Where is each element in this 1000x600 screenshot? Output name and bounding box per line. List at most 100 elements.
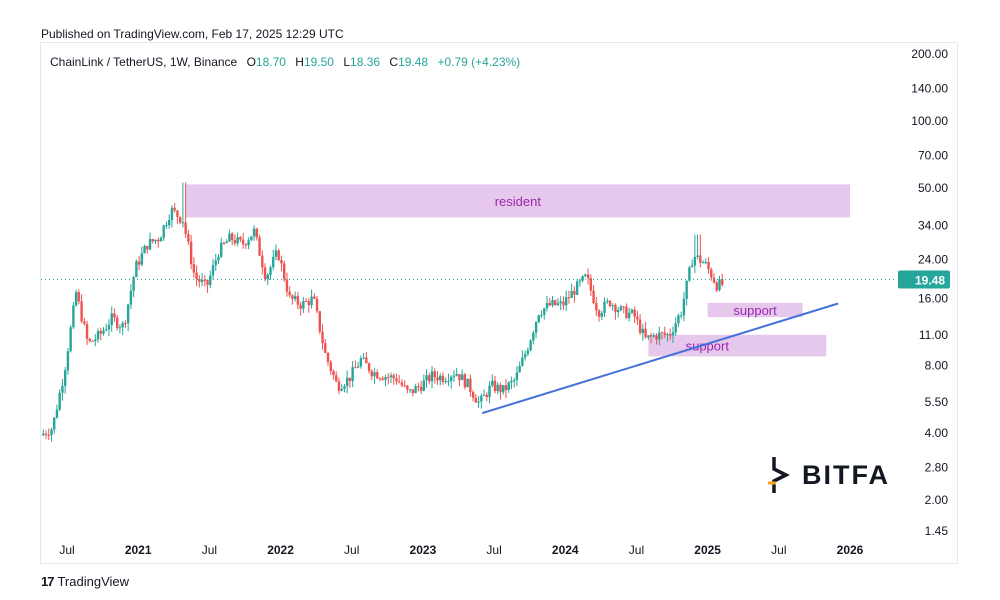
y-tick-label: 5.50 <box>925 395 949 409</box>
candle-body <box>299 304 302 309</box>
candle <box>660 331 664 340</box>
candle <box>247 237 250 250</box>
candle-body <box>392 375 395 379</box>
candle <box>701 260 705 264</box>
candle-body <box>115 317 119 328</box>
candle-body <box>452 375 456 377</box>
candle <box>110 306 113 332</box>
candle-body <box>348 377 352 382</box>
candle-body <box>285 279 289 292</box>
candle-body <box>230 233 234 241</box>
candle <box>50 427 53 442</box>
candle-body <box>132 277 135 291</box>
x-tick-label: 2025 <box>694 543 721 557</box>
candle <box>178 216 182 225</box>
candle-body <box>573 290 576 295</box>
candle <box>233 234 237 246</box>
candle <box>80 294 83 324</box>
zone-label-0: resident <box>495 194 542 209</box>
candles-layer <box>42 182 724 442</box>
candle <box>707 256 710 274</box>
candle <box>282 260 286 282</box>
candle <box>641 324 645 341</box>
candle <box>510 376 513 390</box>
zone-label-2: support <box>686 339 730 354</box>
candle-body <box>570 290 573 298</box>
candle <box>630 308 634 315</box>
candle <box>362 352 365 360</box>
candle-body <box>499 384 502 393</box>
candle-body <box>178 216 182 223</box>
candle-body <box>496 384 499 392</box>
candle-body <box>203 279 207 281</box>
candle <box>614 303 617 320</box>
candle <box>206 279 209 293</box>
candle <box>502 385 505 395</box>
candle-body <box>137 261 141 265</box>
close-label: C <box>389 55 399 69</box>
candle-body <box>523 354 527 358</box>
bitfa-logo-icon <box>768 457 790 493</box>
candle <box>477 396 480 409</box>
candle <box>685 280 688 306</box>
candle <box>430 366 434 389</box>
tradingview-logo[interactable]: 17 TradingView <box>41 574 129 589</box>
candle <box>296 291 300 310</box>
candle-body <box>250 236 253 241</box>
candle <box>135 259 138 278</box>
candle-body <box>554 300 557 305</box>
candle-body <box>543 308 546 315</box>
candle-body <box>638 319 642 333</box>
candle-body <box>214 260 217 266</box>
candle <box>88 337 92 343</box>
candle <box>351 360 354 388</box>
candle-body <box>263 267 267 280</box>
candle <box>666 332 669 342</box>
candle-body <box>272 256 275 268</box>
candle-body <box>485 394 488 398</box>
candle <box>471 390 475 402</box>
candle <box>606 298 609 304</box>
y-axis: 200.00 140.00 100.00 70.00 50.00 34.00 24.00 16… <box>898 47 950 538</box>
candle-body <box>469 378 472 392</box>
candle <box>491 374 494 388</box>
candle-body <box>107 325 111 330</box>
candle-body <box>696 255 699 257</box>
candle <box>548 298 551 307</box>
candle-body <box>44 433 48 435</box>
candle <box>332 369 335 380</box>
candle-body <box>343 386 346 389</box>
candle-body <box>99 331 102 334</box>
candle <box>44 430 48 439</box>
candle-body <box>354 367 357 369</box>
candle <box>441 372 445 385</box>
candle-body <box>258 237 261 256</box>
y-tick-label: 11.00 <box>919 328 948 342</box>
candle <box>288 286 291 298</box>
candle-body <box>135 261 138 278</box>
candle <box>162 224 165 241</box>
candle <box>384 374 387 387</box>
candle <box>721 273 724 287</box>
candle <box>115 315 119 331</box>
candle-body <box>146 245 149 250</box>
candle-body <box>105 329 108 331</box>
candle <box>638 313 642 336</box>
candle-body <box>42 433 45 436</box>
candle <box>392 373 395 385</box>
candle-body <box>622 306 625 308</box>
candle-body <box>512 380 516 382</box>
candle <box>554 299 557 306</box>
candle-body <box>222 242 226 244</box>
candle <box>236 232 239 247</box>
candle <box>644 321 647 339</box>
candle <box>485 392 488 402</box>
candle-body <box>556 303 560 305</box>
candle-body <box>693 256 697 266</box>
candle-body <box>173 207 176 211</box>
y-tick-label: 1.45 <box>925 524 949 538</box>
candle <box>455 367 458 377</box>
candle-body <box>455 374 458 376</box>
candle-body <box>143 245 146 254</box>
